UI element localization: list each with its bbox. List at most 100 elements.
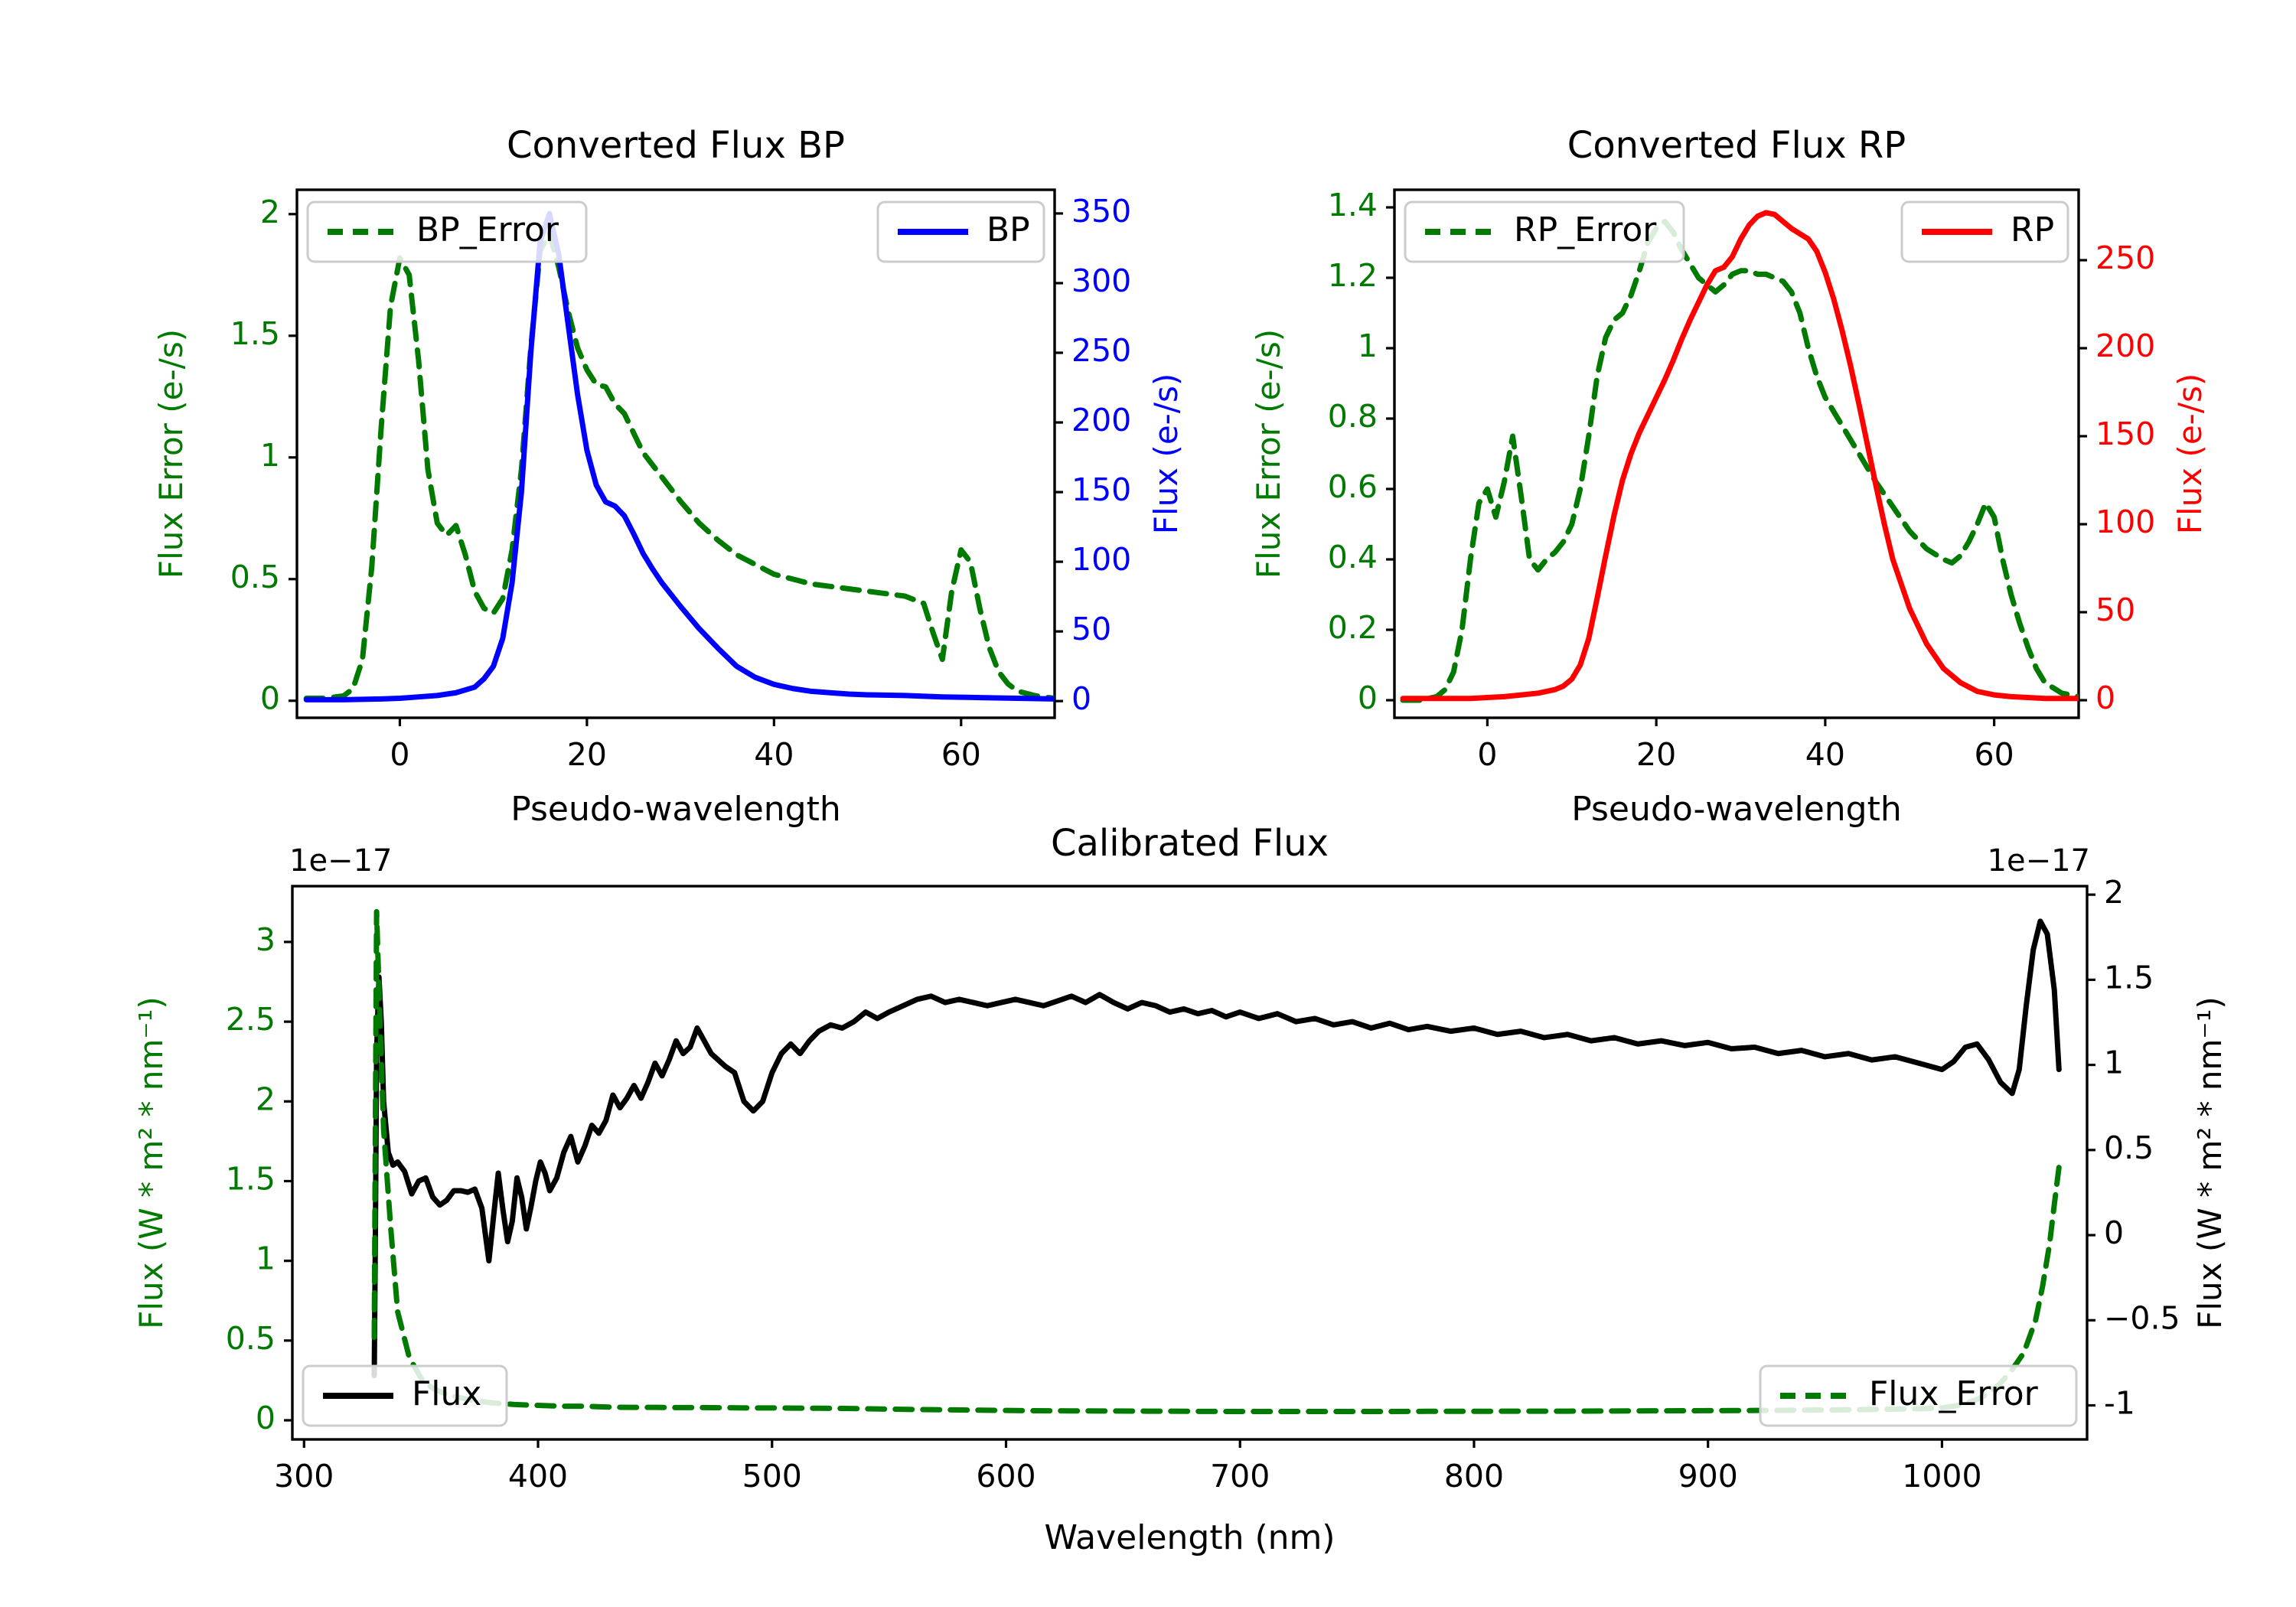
y-tick-label-right: 350 bbox=[1071, 193, 1131, 230]
curves-layer bbox=[1400, 210, 2079, 703]
legend-label-flux_error: Flux_Error bbox=[1869, 1374, 2039, 1413]
legend-frame bbox=[1404, 200, 1685, 263]
y-tick-label-right: 100 bbox=[1071, 541, 1131, 578]
x-tick-label: 600 bbox=[976, 1458, 1035, 1495]
y-tick-label-right: 0.5 bbox=[2104, 1129, 2154, 1166]
x-tick-label: 1000 bbox=[1902, 1458, 1981, 1495]
y-tick-label-left: 3 bbox=[256, 921, 276, 958]
legend-frame bbox=[306, 200, 588, 263]
y-tick-label-right: 50 bbox=[2095, 592, 2135, 628]
y-tick-label-left: 0 bbox=[1358, 680, 1378, 716]
y-tick-label-left: 2.5 bbox=[226, 1001, 276, 1038]
y-tick-label-left: 0.5 bbox=[230, 559, 280, 595]
curves-layer bbox=[303, 210, 1055, 702]
y-tick-label-left: 2 bbox=[256, 1081, 276, 1117]
y-tick-label-right: 0 bbox=[2095, 680, 2115, 716]
y-tick-label-left: 0.4 bbox=[1328, 539, 1378, 575]
y-tick-label-right: 250 bbox=[2095, 240, 2155, 276]
legend-bp_error[interactable]: BP_Error bbox=[306, 200, 588, 263]
x-tick-label: 800 bbox=[1444, 1458, 1504, 1495]
legend-label-bp: BP bbox=[987, 210, 1030, 249]
y-tick-label-right: 1 bbox=[2104, 1045, 2124, 1081]
x-tick-label: 60 bbox=[1975, 736, 2014, 773]
y-tick-label-right: 0 bbox=[2104, 1214, 2124, 1251]
legend-bp[interactable]: BP bbox=[876, 200, 1045, 263]
y-tick-label-right: 150 bbox=[1071, 471, 1131, 508]
x-tick-label: 40 bbox=[754, 736, 794, 773]
x-tick-label: 0 bbox=[1477, 736, 1497, 773]
panel-title-calibrated-flux: Calibrated Flux bbox=[1051, 822, 1329, 865]
y-tick-label-right: −0.5 bbox=[2104, 1299, 2180, 1336]
x-axis-label: Pseudo-wavelength bbox=[510, 790, 841, 829]
y-tick-label-left: 1 bbox=[1358, 328, 1378, 364]
y-tick-label-left: 0.2 bbox=[1328, 609, 1378, 646]
y-tick-label-right: 100 bbox=[2095, 504, 2155, 540]
panel-title-converted-flux-rp: Converted Flux RP bbox=[1567, 124, 1906, 167]
x-tick-label: 500 bbox=[742, 1458, 802, 1495]
y-axis-label-left: Flux (W * m² * nm⁻¹) bbox=[132, 996, 170, 1329]
y-tick-label-left: 1 bbox=[256, 1240, 276, 1277]
y-tick-label-left: 1.2 bbox=[1328, 257, 1378, 294]
x-axis-label: Pseudo-wavelength bbox=[1571, 790, 1902, 829]
series-path-bp bbox=[303, 210, 1055, 702]
panel-title-converted-flux-bp: Converted Flux BP bbox=[507, 124, 845, 167]
y-tick-label-right: 0 bbox=[1071, 680, 1091, 717]
y-tick-label-left: 0.5 bbox=[226, 1320, 276, 1357]
legend-label-flux: Flux bbox=[412, 1374, 481, 1413]
series-path-flux bbox=[371, 918, 2062, 1379]
x-tick-label: 900 bbox=[1678, 1458, 1738, 1495]
plot-frame bbox=[1393, 188, 2080, 719]
y-tick-label-right: 300 bbox=[1071, 262, 1131, 299]
x-tick-label: 400 bbox=[508, 1458, 568, 1495]
y-offset-left: 1e−17 bbox=[289, 843, 392, 878]
legend-label-rp: RP bbox=[2011, 210, 2054, 249]
x-tick-label: 700 bbox=[1210, 1458, 1270, 1495]
y-tick-label-right: 1.5 bbox=[2104, 959, 2154, 996]
legend-frame bbox=[1759, 1364, 2078, 1427]
legend-flux[interactable]: Flux bbox=[302, 1364, 508, 1427]
y-offset-right: 1e−17 bbox=[1988, 843, 2090, 878]
axes-converted-flux-bp: Converted Flux BP0 20 40 60Pseudo-wavelengt… bbox=[152, 124, 1185, 829]
y-tick-label-right: 200 bbox=[2095, 328, 2155, 364]
y-axis-label-right: Flux (e-/s) bbox=[1147, 373, 1185, 534]
x-tick-label: 300 bbox=[274, 1458, 334, 1495]
y-tick-label-left: 1.5 bbox=[226, 1160, 276, 1197]
y-axis-label-left: Flux Error (e-/s) bbox=[1250, 329, 1287, 579]
plot-frame bbox=[291, 885, 2089, 1441]
x-tick-label: 60 bbox=[941, 736, 981, 773]
legend-flux-error[interactable]: Flux_Error bbox=[1759, 1364, 2078, 1427]
legend-rp[interactable]: RP bbox=[1900, 200, 2069, 263]
series-path-flux_error bbox=[371, 908, 2062, 1415]
legend-label-rp_error: RP_Error bbox=[1514, 210, 1657, 249]
y-tick-label-left: 0.8 bbox=[1328, 398, 1378, 435]
y-tick-label-left: 0 bbox=[256, 1400, 276, 1436]
y-tick-label-right: 250 bbox=[1071, 332, 1131, 369]
y-tick-label-left: 1.5 bbox=[230, 315, 280, 352]
plot-frame bbox=[295, 188, 1056, 719]
legend-rp_error[interactable]: RP_Error bbox=[1404, 200, 1685, 263]
series-path-rp_error bbox=[1400, 218, 2079, 703]
x-axis-label: Wavelength (nm) bbox=[1044, 1518, 1335, 1557]
y-tick-label-left: 1 bbox=[260, 437, 280, 474]
x-tick-label: 20 bbox=[567, 736, 607, 773]
curves-layer bbox=[371, 908, 2062, 1415]
x-tick-label: 20 bbox=[1636, 736, 1676, 773]
x-tick-label: 40 bbox=[1805, 736, 1845, 773]
legend-frame bbox=[302, 1364, 508, 1427]
y-tick-label-right: 50 bbox=[1071, 611, 1111, 647]
legend-label-bp_error: BP_Error bbox=[416, 210, 559, 249]
series-path-bp_error bbox=[303, 230, 1055, 702]
series-path-rp bbox=[1400, 210, 2079, 702]
y-tick-label-right: 200 bbox=[1071, 402, 1131, 438]
y-tick-label-right: 150 bbox=[2095, 416, 2155, 452]
y-axis-label-right: Flux (W * m² * nm⁻¹) bbox=[2191, 996, 2229, 1329]
y-tick-label-right: 2 bbox=[2104, 874, 2124, 911]
axes-converted-flux-rp: Converted Flux RP 0 20 40 60 Pseudo-wavelengt… bbox=[1250, 124, 2209, 829]
y-tick-label-right: -1 bbox=[2104, 1385, 2135, 1422]
y-axis-label-right: Flux (e-/s) bbox=[2171, 373, 2209, 534]
x-tick-label: 0 bbox=[390, 736, 409, 773]
y-tick-label-left: 0.6 bbox=[1328, 468, 1378, 505]
y-tick-label-left: 2 bbox=[260, 194, 280, 230]
